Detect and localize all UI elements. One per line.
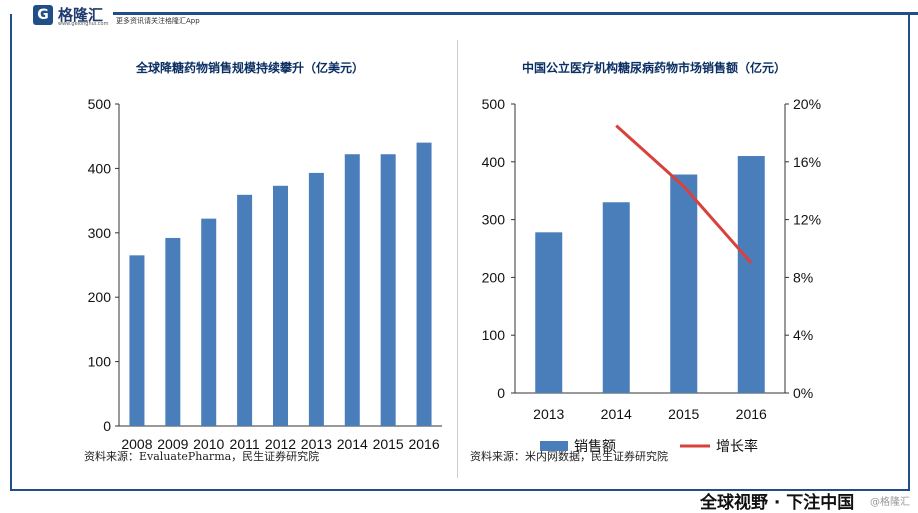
bar — [535, 232, 563, 393]
legend-label-sales: 销售额 — [574, 438, 616, 454]
logo-name: 格隆汇 — [58, 6, 104, 24]
left-y-tick-label: 400 — [482, 154, 506, 170]
bar — [273, 185, 288, 426]
x-tick-label: 2014 — [601, 406, 632, 422]
left-chart-title: 全球降糖药物销售规模持续攀升（亿美元） — [136, 61, 365, 75]
slide-frame — [10, 14, 910, 491]
y-tick-label: 200 — [88, 289, 112, 305]
left-bar-chart: 0 100 200 300 400 500 2008 2009 2010 2011 2012 2013… — [88, 96, 442, 452]
y-tick-label: 0 — [103, 418, 111, 434]
x-tick-label: 2015 — [373, 436, 404, 452]
right-y-tick-label: 20% — [793, 96, 821, 112]
growth-rate-line — [615, 124, 753, 264]
logo-tagline: 更多资讯请关注格隆汇App — [116, 17, 200, 25]
x-tick-label: 2013 — [533, 406, 564, 422]
left-y-tick-label: 300 — [482, 212, 506, 228]
bar — [165, 237, 181, 426]
bar — [201, 218, 217, 426]
right-chart-title: 中国公立医疗机构糖尿病药物市场销售额（亿元） — [522, 61, 787, 75]
bar — [344, 154, 360, 426]
right-y-tick-label: 12% — [793, 212, 821, 228]
right-y-tick-label: 8% — [793, 269, 813, 285]
bar — [670, 174, 698, 393]
right-chart-source: 资料来源：米内网数据，民生证券研究院 — [470, 450, 668, 463]
left-y-tick-label: 500 — [482, 96, 506, 112]
left-chart-source: 资料来源：EvaluatePharma，民生证券研究院 — [84, 450, 320, 463]
bar — [308, 172, 324, 426]
x-tick-label: 2011 — [230, 436, 260, 452]
right-chart-panel: 中国公立医疗机构糖尿病药物市场销售额（亿元） 0 100 200 300 400 500 0… — [460, 40, 830, 478]
watermark: @格隆汇 — [870, 497, 910, 508]
bar — [416, 142, 432, 426]
right-y-tick-label: 0% — [793, 385, 813, 401]
right-y-tick-label: 4% — [793, 327, 813, 343]
left-y-tick-label: 0 — [497, 385, 505, 401]
bar — [237, 194, 253, 426]
header-bar: G 格隆汇 www.gelonghui.com 更多资讯请关注格隆汇App — [0, 0, 918, 30]
x-tick-label: 2014 — [337, 436, 368, 452]
x-tick-label: 2010 — [193, 436, 224, 452]
x-tick-label: 2013 — [301, 436, 332, 452]
left-y-tick-label: 200 — [482, 269, 506, 285]
bar — [737, 156, 765, 393]
bar — [602, 202, 630, 393]
logo-url: www.gelonghui.com — [58, 21, 109, 27]
left-y-tick-label: 100 — [482, 327, 506, 343]
logo-icon: G — [33, 5, 53, 25]
x-tick-label: 2015 — [668, 406, 699, 422]
bar — [380, 154, 396, 426]
bar — [129, 255, 145, 426]
right-y-tick-label: 16% — [793, 154, 821, 170]
legend-swatch-sales — [540, 441, 568, 451]
x-tick-label: 2016 — [736, 406, 767, 422]
x-tick-label: 2016 — [408, 436, 439, 452]
x-tick-label: 2008 — [121, 436, 152, 452]
legend-label-growth: 增长率 — [716, 438, 758, 454]
y-tick-label: 400 — [88, 160, 112, 176]
header-divider — [113, 12, 918, 15]
x-tick-label: 2009 — [157, 436, 188, 452]
x-tick-label: 2012 — [265, 436, 296, 452]
y-tick-label: 100 — [88, 354, 112, 370]
y-tick-label: 300 — [88, 225, 112, 241]
right-combo-chart: 0 100 200 300 400 500 0% 4% 8% 12% 16% 20% 2013 2014 2… — [482, 96, 821, 454]
footer-slogan: 全球视野 · 下注中国 — [700, 493, 855, 513]
y-tick-label: 500 — [88, 96, 112, 112]
left-chart-panel: 全球降糖药物销售规模持续攀升（亿美元） 0 100 200 300 400 500 2008… — [70, 40, 458, 478]
